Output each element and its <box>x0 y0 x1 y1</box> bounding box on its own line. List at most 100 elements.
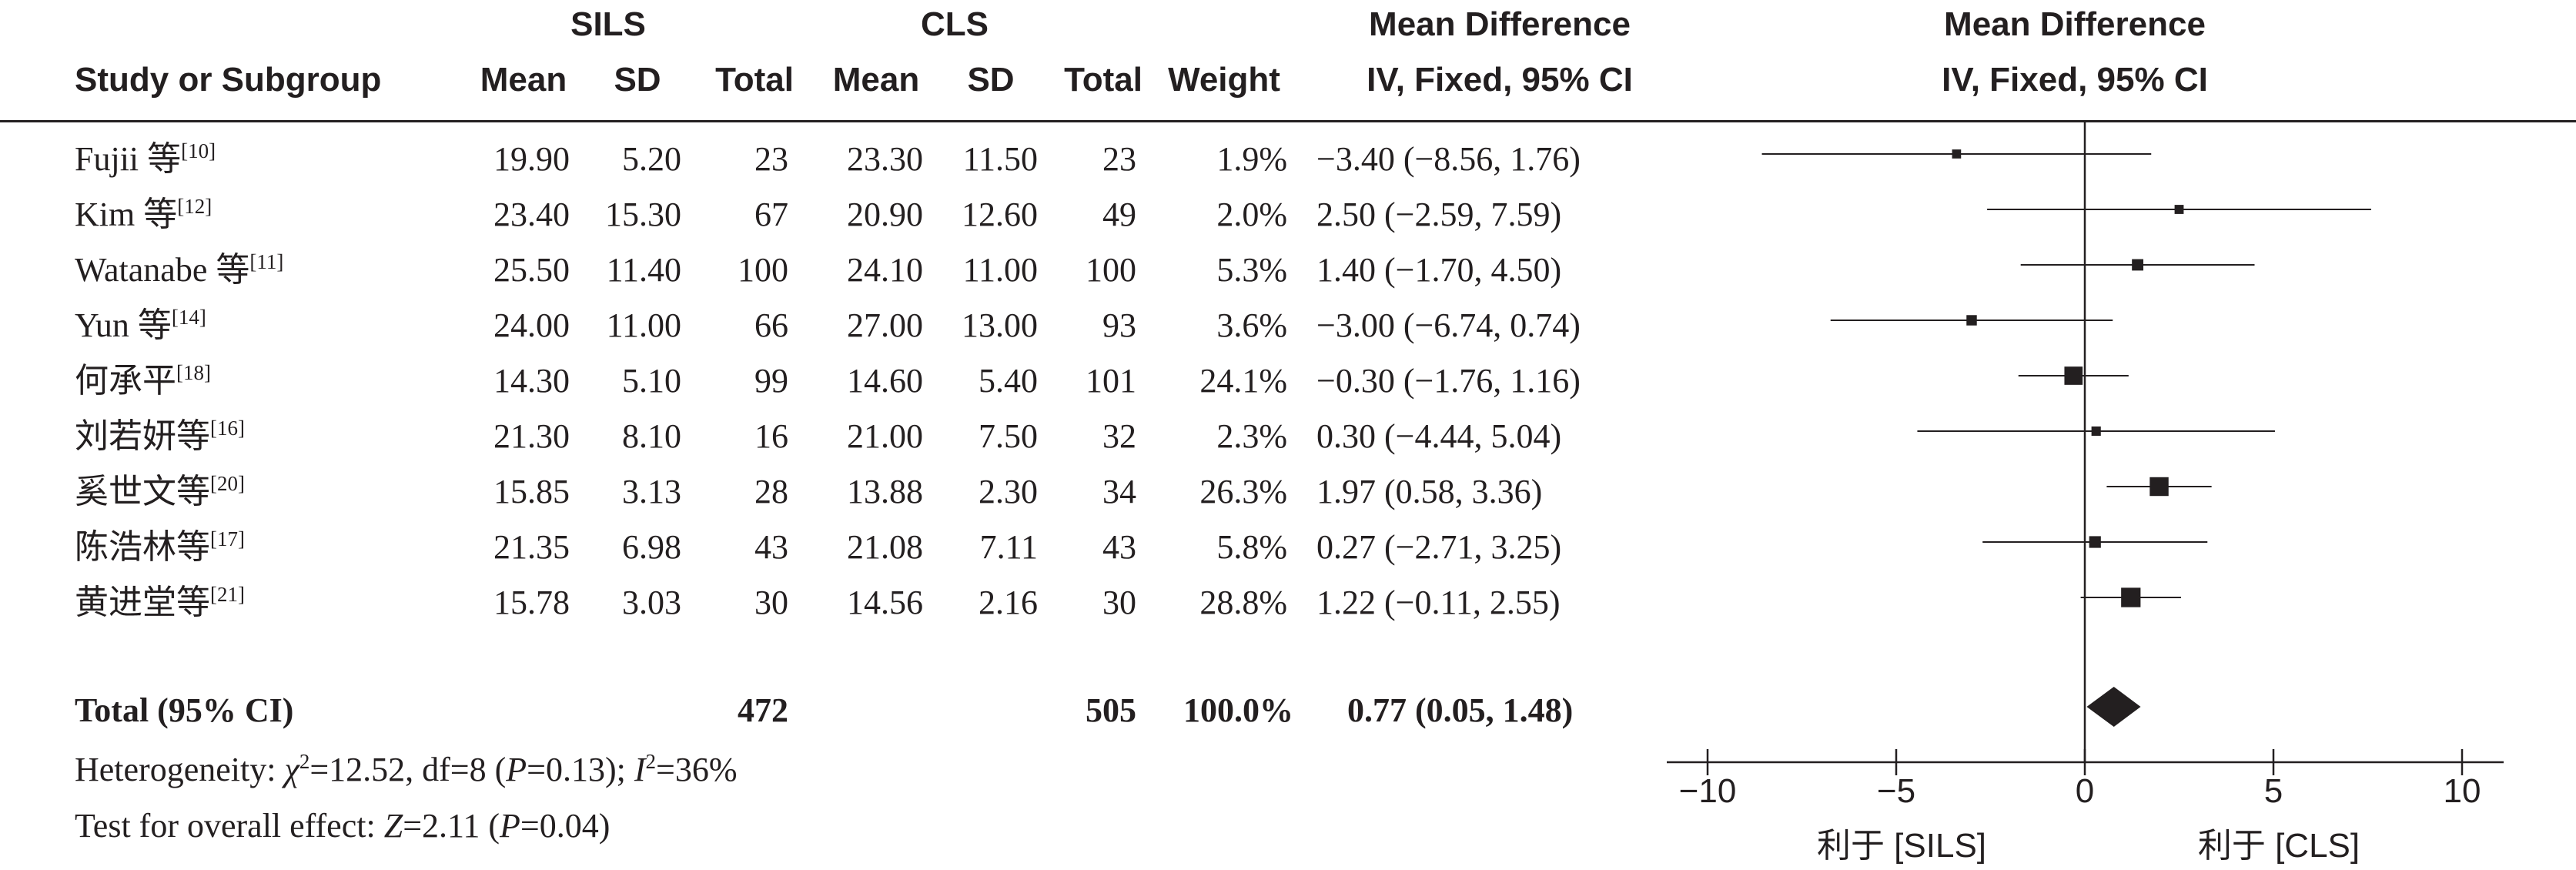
study-name: 黄进堂等[21] <box>75 583 245 621</box>
cls-sd: 2.16 <box>979 584 1038 621</box>
cls-total: 32 <box>1102 417 1136 455</box>
sd2-column-header: SD <box>967 61 1015 99</box>
total-label: Total (95% CI) <box>75 691 294 729</box>
group1-header: SILS <box>570 5 646 43</box>
cls-mean: 21.00 <box>847 417 923 455</box>
cls-sd: 5.40 <box>979 362 1038 400</box>
effect-square <box>2091 426 2101 437</box>
cls-mean: 27.00 <box>847 306 923 344</box>
effect-square <box>2121 587 2141 607</box>
sils-total: 28 <box>754 473 788 510</box>
study-ci: 2.50 (−2.59, 7.59) <box>1316 196 1562 233</box>
cls-mean: 23.30 <box>847 140 923 178</box>
cls-total: 23 <box>1102 140 1136 178</box>
cls-total: 101 <box>1086 362 1136 400</box>
cls-sd: 11.00 <box>962 251 1038 289</box>
x-tick-label: 0 <box>2076 772 2094 810</box>
study-weight: 2.3% <box>1216 417 1287 455</box>
sils-mean: 24.00 <box>493 306 570 344</box>
x-tick-label: −5 <box>1877 772 1915 810</box>
cls-sd: 7.11 <box>979 528 1038 566</box>
sils-mean: 25.50 <box>493 251 570 289</box>
cls-sd: 12.60 <box>962 196 1038 233</box>
sils-total: 16 <box>754 417 788 455</box>
study-name: 陈浩林等[17] <box>75 527 245 566</box>
study-weight: 26.3% <box>1199 473 1287 510</box>
sils-sd: 8.10 <box>622 417 681 455</box>
plot-column-header-1: Mean Difference <box>1944 5 2206 43</box>
sils-total: 67 <box>754 196 788 233</box>
md-column-header-1: Mean Difference <box>1369 5 1631 43</box>
effect-square <box>2149 477 2169 497</box>
overall-effect-text: Test for overall effect: Z=2.11 (P=0.04) <box>75 807 611 845</box>
study-ci: −3.00 (−6.74, 0.74) <box>1316 306 1581 344</box>
sils-mean: 19.90 <box>493 140 570 178</box>
total-sils-n: 472 <box>738 691 788 729</box>
study-name: Watanabe 等[11] <box>75 250 284 289</box>
study-ci: 1.97 (0.58, 3.36) <box>1316 473 1543 510</box>
effect-square <box>2174 205 2184 214</box>
effect-square <box>1952 149 1962 159</box>
study-ci: 1.40 (−1.70, 4.50) <box>1316 251 1562 289</box>
heterogeneity-text: Heterogeneity: χ2=12.52, df=8 (P=0.13); … <box>75 750 738 788</box>
cls-sd: 7.50 <box>979 417 1038 455</box>
study-ci: 0.27 (−2.71, 3.25) <box>1316 528 1562 566</box>
total-weight: 100.0% <box>1183 691 1293 729</box>
effect-square <box>1966 315 1977 326</box>
pooled-diamond <box>2086 687 2141 727</box>
total-cls-n: 505 <box>1086 691 1136 729</box>
total2-column-header: Total <box>1064 61 1142 99</box>
x-tick-label: 5 <box>2264 772 2283 810</box>
study-ci: −0.30 (−1.76, 1.16) <box>1316 362 1581 400</box>
sils-sd: 3.03 <box>622 584 681 621</box>
study-ci: 1.22 (−0.11, 2.55) <box>1316 584 1561 621</box>
study-name: 奚世文等[20] <box>75 472 245 510</box>
sils-mean: 15.85 <box>493 473 570 510</box>
sils-total: 66 <box>754 306 788 344</box>
group2-header: CLS <box>921 5 989 43</box>
cls-sd: 13.00 <box>962 306 1038 344</box>
effect-square <box>2132 259 2144 271</box>
study-name: Yun 等[14] <box>75 306 206 344</box>
cls-mean: 24.10 <box>847 251 923 289</box>
study-weight: 1.9% <box>1216 140 1287 178</box>
cls-total: 34 <box>1102 473 1136 510</box>
study-ci: −3.40 (−8.56, 1.76) <box>1316 140 1581 178</box>
study-weight: 3.6% <box>1216 306 1287 344</box>
sils-total: 99 <box>754 362 788 400</box>
sils-total: 100 <box>738 251 788 289</box>
sils-sd: 11.00 <box>606 306 681 344</box>
cls-mean: 21.08 <box>847 528 923 566</box>
cls-total: 100 <box>1086 251 1136 289</box>
sils-sd: 5.20 <box>622 140 681 178</box>
study-weight: 24.1% <box>1199 362 1287 400</box>
mean2-column-header: Mean <box>832 61 920 99</box>
sils-total: 23 <box>754 140 788 178</box>
sils-mean: 15.78 <box>493 584 570 621</box>
total1-column-header: Total <box>715 61 794 99</box>
cls-mean: 14.56 <box>847 584 923 621</box>
cls-mean: 20.90 <box>847 196 923 233</box>
x-tick-label: 10 <box>2444 772 2481 810</box>
cls-mean: 13.88 <box>847 473 923 510</box>
favours-cls-label: 利于 [CLS] <box>2198 827 2360 865</box>
study-weight: 5.8% <box>1216 528 1287 566</box>
sils-sd: 6.98 <box>622 528 681 566</box>
sd1-column-header: SD <box>614 61 661 99</box>
x-tick-label: −10 <box>1679 772 1737 810</box>
plot-column-header-2: IV, Fixed, 95% CI <box>1942 61 2208 99</box>
cls-total: 30 <box>1102 584 1136 621</box>
sils-mean: 21.30 <box>493 417 570 455</box>
study-weight: 2.0% <box>1216 196 1287 233</box>
cls-sd: 11.50 <box>962 140 1038 178</box>
header-rule <box>0 120 2576 122</box>
cls-total: 49 <box>1102 196 1136 233</box>
sils-mean: 21.35 <box>493 528 570 566</box>
study-name: 何承平[18] <box>75 361 211 400</box>
weight-column-header: Weight <box>1168 61 1280 99</box>
cls-mean: 14.60 <box>847 362 923 400</box>
study-name: Fujii 等[10] <box>75 139 216 178</box>
cls-total: 93 <box>1102 306 1136 344</box>
study-name: 刘若妍等[16] <box>75 417 245 455</box>
